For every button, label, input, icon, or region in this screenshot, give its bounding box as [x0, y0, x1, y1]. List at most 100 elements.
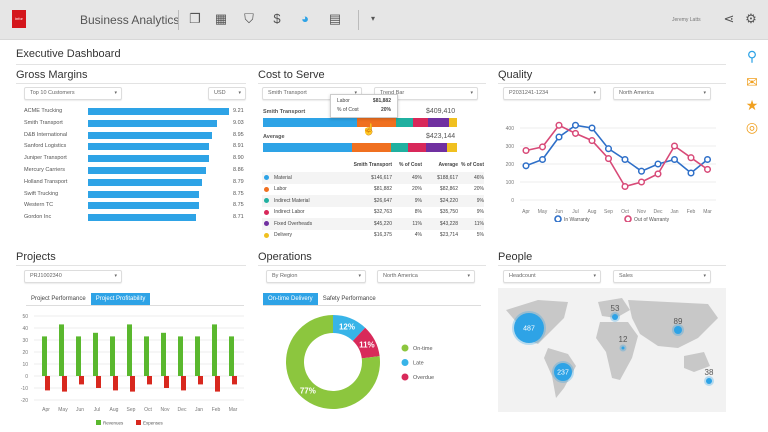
pie-chart-icon[interactable]: ◕ — [301, 11, 309, 26]
x-tick-label: Sep — [604, 209, 613, 215]
shield-icon[interactable]: ⛉ — [244, 11, 254, 26]
group-dropdown[interactable]: By Region ▾ — [266, 270, 366, 283]
tab-on-time-delivery[interactable]: On-time Delivery — [263, 293, 318, 305]
star-icon[interactable]: ★ — [745, 97, 759, 113]
region-dropdown[interactable]: North America ▾ — [613, 87, 711, 100]
world-map[interactable]: 487 237 53 89 12 38 — [498, 288, 726, 412]
project-dropdown[interactable]: PRJ1002340 ▾ — [24, 270, 122, 283]
user-menu[interactable]: Jeremy Latts — [672, 17, 701, 23]
row-name: Material — [274, 174, 292, 181]
currency-dropdown[interactable]: USD ▾ — [208, 87, 246, 100]
revenue-bar — [144, 336, 149, 376]
x-tick-label: May — [58, 407, 68, 413]
table-row[interactable]: Labor $81,882 20% $82,862 20% — [262, 183, 484, 195]
department-dropdown[interactable]: Sales ▾ — [613, 270, 711, 283]
table-row[interactable]: Fixed Overheads $45,220 11% $43,228 11% — [262, 218, 484, 230]
header-cell: % of Cost — [460, 162, 484, 168]
table-row[interactable]: Indirect Labor $32,763 8% $35,750 9% — [262, 206, 484, 218]
slice-label: 77% — [300, 387, 316, 396]
product-dropdown[interactable]: P2031241-1234 ▾ — [503, 87, 601, 100]
customer-cost-bar[interactable] — [263, 118, 457, 127]
bar-segment[interactable] — [263, 143, 353, 152]
tab-project-profitability[interactable]: Project Profitability — [90, 293, 151, 305]
divider — [16, 83, 246, 84]
bar-value: 8.90 — [233, 155, 244, 162]
bar[interactable] — [88, 131, 213, 139]
data-point — [522, 162, 530, 170]
bar-segment[interactable] — [357, 118, 396, 127]
bar-segment[interactable] — [408, 143, 426, 152]
expense-bar — [164, 376, 169, 388]
bar-value: 8.75 — [233, 190, 244, 197]
cursor-hand-icon: ☝ — [362, 124, 376, 136]
bar-segment[interactable] — [428, 118, 450, 127]
more-dropdown[interactable]: ▾ — [370, 14, 375, 23]
chart-doc-icon[interactable]: ▦ — [214, 11, 228, 26]
bar-segment[interactable] — [449, 118, 457, 127]
bar-segment[interactable] — [425, 143, 448, 152]
table-cell: $45,220 — [373, 220, 392, 227]
table-row[interactable]: Material $146,617 49% $188,617 46% — [262, 172, 484, 184]
projects-tabs: Project Performance Project Profitabilit… — [26, 293, 244, 306]
customer-filter-dropdown[interactable]: Top 10 Customers ▾ — [24, 87, 122, 100]
donut-slice — [333, 315, 366, 341]
bar[interactable] — [88, 202, 199, 210]
x-tick-label: Jan — [670, 209, 678, 215]
dropdown-value: By Region — [272, 273, 298, 279]
x-tick-label: Apr — [42, 407, 50, 413]
data-point — [571, 129, 580, 137]
bar-segment[interactable] — [352, 143, 392, 152]
region-dropdown[interactable]: North America ▾ — [377, 270, 475, 283]
x-tick-label: Sep — [127, 407, 136, 413]
bar[interactable] — [88, 143, 210, 151]
dropdown-value: Headcount — [509, 273, 536, 279]
gear-icon[interactable]: ⚙ — [745, 11, 757, 26]
bar-segment[interactable] — [395, 118, 413, 127]
expense-bar — [181, 376, 186, 391]
header-cell: % of Cost — [398, 162, 422, 168]
bar-segment[interactable] — [263, 118, 358, 127]
bubble-label: 12 — [619, 335, 628, 344]
tooltip-value: $81,882 — [372, 98, 391, 104]
table-row[interactable]: Indirect Material $26,647 9% $24,220 9% — [262, 195, 484, 207]
legend-dot — [264, 221, 269, 227]
legend-dot — [264, 232, 269, 238]
document-icon[interactable]: ▤ — [328, 11, 342, 26]
bar[interactable] — [88, 108, 230, 115]
map-pin-icon[interactable]: ⚲ — [746, 48, 758, 64]
slice-label: 12% — [339, 323, 355, 332]
share-icon[interactable]: ⋖ — [723, 11, 735, 26]
row-label: Delivery — [262, 232, 344, 238]
x-tick-label: Mar — [229, 407, 238, 413]
bar[interactable] — [88, 119, 218, 127]
bar[interactable] — [88, 178, 202, 186]
bar[interactable] — [88, 190, 199, 198]
bar-segment[interactable] — [447, 143, 457, 152]
divider — [258, 83, 486, 84]
bar[interactable] — [88, 155, 209, 163]
copy-icon[interactable]: ❐ — [189, 11, 201, 26]
table-cell: 4% — [414, 232, 422, 239]
dollar-doc-icon[interactable]: $ — [273, 11, 281, 26]
tab-safety-performance[interactable]: Safety Performance — [322, 296, 376, 302]
x-tick-label: Feb — [212, 407, 221, 413]
average-cost-bar[interactable] — [263, 143, 457, 152]
tooltip-label: Labor — [337, 98, 350, 104]
bar-segment[interactable] — [391, 143, 409, 152]
bar[interactable] — [88, 214, 197, 222]
chat-icon[interactable]: ✉ — [746, 74, 758, 90]
coins-icon[interactable]: ◎ — [745, 119, 759, 135]
data-point — [703, 165, 712, 173]
x-tick-label: Aug — [588, 209, 597, 215]
table-cell: $35,750 — [439, 209, 458, 216]
projects-chart: 50 40 30 20 10 0 -10 -20 Apr May Jun Jul Aug Sep Oct No… — [21, 314, 244, 426]
table-row[interactable]: Delivery $16,375 4% $23,714 5% — [262, 229, 484, 241]
view-dropdown[interactable]: Trend Bar ▾ — [374, 87, 478, 100]
metric-dropdown[interactable]: Headcount ▾ — [503, 270, 601, 283]
table-cell: 9% — [414, 197, 422, 204]
bar-segment[interactable] — [412, 118, 429, 127]
tab-project-performance[interactable]: Project Performance — [31, 296, 86, 302]
bar[interactable] — [88, 167, 207, 174]
chevron-down-icon: ▾ — [593, 90, 596, 96]
revenue-bar — [42, 336, 47, 376]
